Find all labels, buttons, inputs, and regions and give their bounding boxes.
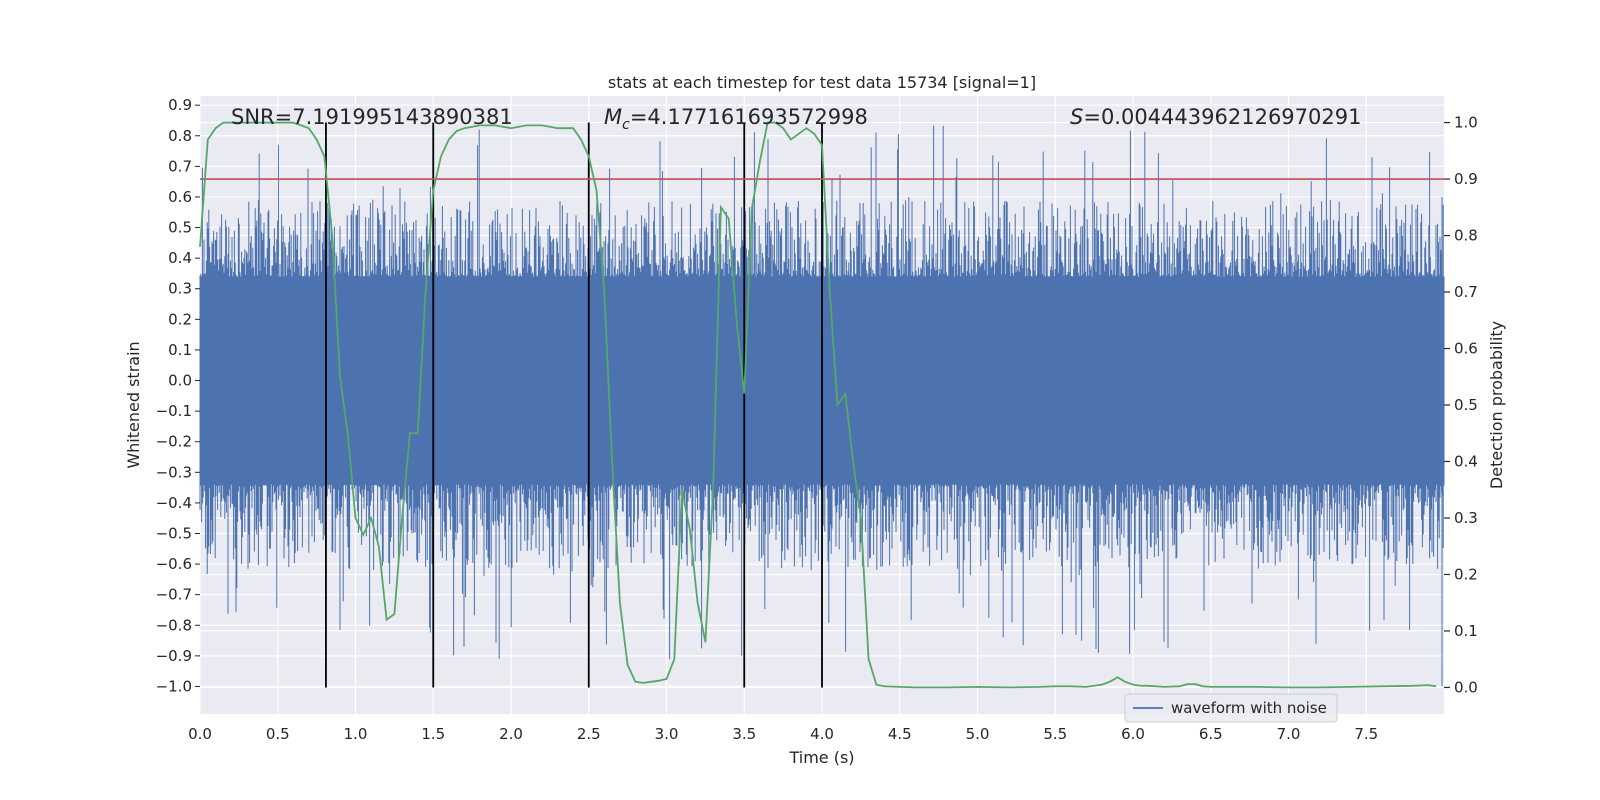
y2-tick-label: 0.3 xyxy=(1454,509,1478,527)
y-tick-label: −0.9 xyxy=(156,647,192,665)
y2-tick-label: 0.6 xyxy=(1454,340,1478,358)
x-tick-label: 5.0 xyxy=(966,725,990,743)
y-tick-label: 0.9 xyxy=(168,96,192,114)
waveform-trace xyxy=(199,125,1445,687)
x-tick-label: 3.0 xyxy=(655,725,679,743)
y-tick-label: −0.3 xyxy=(156,463,192,481)
x-tick-label: 1.5 xyxy=(421,725,445,743)
snr-annotation: SNR=7.191995143890381 xyxy=(231,105,513,129)
y-tick-label: −0.6 xyxy=(156,555,192,573)
y-tick-label: −0.7 xyxy=(156,586,192,604)
probability-series xyxy=(199,121,1437,689)
legend-box xyxy=(1124,693,1338,723)
y2-tick-label: 0.7 xyxy=(1454,283,1478,301)
chart-title: stats at each timestep for test data 157… xyxy=(608,73,1036,92)
y-tick-label: 0.1 xyxy=(168,341,192,359)
mc-value: =4.177161693572998 xyxy=(630,105,868,129)
x-tick-label: 7.5 xyxy=(1354,725,1378,743)
legend: waveform with noise xyxy=(1124,693,1338,723)
y2-tick-label: 0.9 xyxy=(1454,170,1478,188)
y-tick-label: 0.0 xyxy=(168,372,192,390)
y-tick-label: 0.4 xyxy=(168,249,192,267)
y2-tick-label: 0.5 xyxy=(1454,396,1478,414)
x-tick-label: 6.0 xyxy=(1121,725,1145,743)
vertical-markers xyxy=(325,122,823,688)
x-tick-label: 4.0 xyxy=(810,725,834,743)
y-tick-label: −1.0 xyxy=(156,677,192,695)
chirp-mass-annotation: Mc=4.177161693572998 xyxy=(604,105,868,133)
s-symbol: S xyxy=(1070,105,1083,129)
x-tick-label: 7.0 xyxy=(1277,725,1301,743)
y-tick-label: 0.3 xyxy=(168,280,192,298)
y-tick-labels: 0.9 0.8 0.7 0.6 0.5 0.4 0.3 0.2 0.1 0.0 −0.1 −0.2 −0… xyxy=(156,96,200,695)
x-axis-label: Time (s) xyxy=(788,748,854,767)
y2-tick-labels: 1.0 0.9 0.8 0.7 0.6 0.5 0.4 0.3 0.2 0.1 0.0 xyxy=(1444,114,1478,696)
y-tick-label: 0.6 xyxy=(168,188,192,206)
y-tick-label: −0.1 xyxy=(156,402,192,420)
y-tick-label: −0.5 xyxy=(156,524,192,542)
y-axis-label: Whitened strain xyxy=(124,341,143,468)
y-tick-label: 0.5 xyxy=(168,219,192,237)
y-tick-label: 0.8 xyxy=(168,127,192,145)
mc-subscript: c xyxy=(622,117,630,133)
probability-line xyxy=(199,121,1437,689)
x-tick-label: 6.5 xyxy=(1199,725,1223,743)
x-tick-label: 0.0 xyxy=(188,725,212,743)
x-tick-label: 1.0 xyxy=(344,725,368,743)
x-tick-label: 3.5 xyxy=(732,725,756,743)
s-value: =0.004443962126970291 xyxy=(1083,105,1361,129)
y2-tick-label: 0.8 xyxy=(1454,227,1478,245)
y-tick-label: 0.2 xyxy=(168,310,192,328)
y2-tick-label: 0.4 xyxy=(1454,452,1478,470)
x-tick-label: 2.0 xyxy=(499,725,523,743)
y-tick-label: −0.2 xyxy=(156,433,192,451)
y-tick-label: −0.8 xyxy=(156,616,192,634)
x-tick-label: 5.5 xyxy=(1043,725,1067,743)
y2-tick-label: 0.0 xyxy=(1454,678,1478,696)
x-tick-label: 4.5 xyxy=(888,725,912,743)
mc-symbol: M xyxy=(604,105,622,129)
y2-tick-label: 0.1 xyxy=(1454,622,1478,640)
y2-axis-label: Detection probability xyxy=(1487,321,1506,489)
y-tick-label: 0.7 xyxy=(168,157,192,175)
legend-label: waveform with noise xyxy=(1171,699,1327,717)
x-tick-label: 2.5 xyxy=(577,725,601,743)
x-tick-label: 0.5 xyxy=(266,725,290,743)
y2-tick-label: 1.0 xyxy=(1454,114,1478,132)
y-tick-label: −0.4 xyxy=(156,494,192,512)
y2-tick-label: 0.2 xyxy=(1454,565,1478,583)
x-tick-labels: 0.0 0.5 1.0 1.5 2.0 2.5 3.0 3.5 4.0 4.5 5.0 5.5 6.0 6… xyxy=(188,725,1378,743)
s-annotation: S=0.004443962126970291 xyxy=(1070,105,1361,129)
